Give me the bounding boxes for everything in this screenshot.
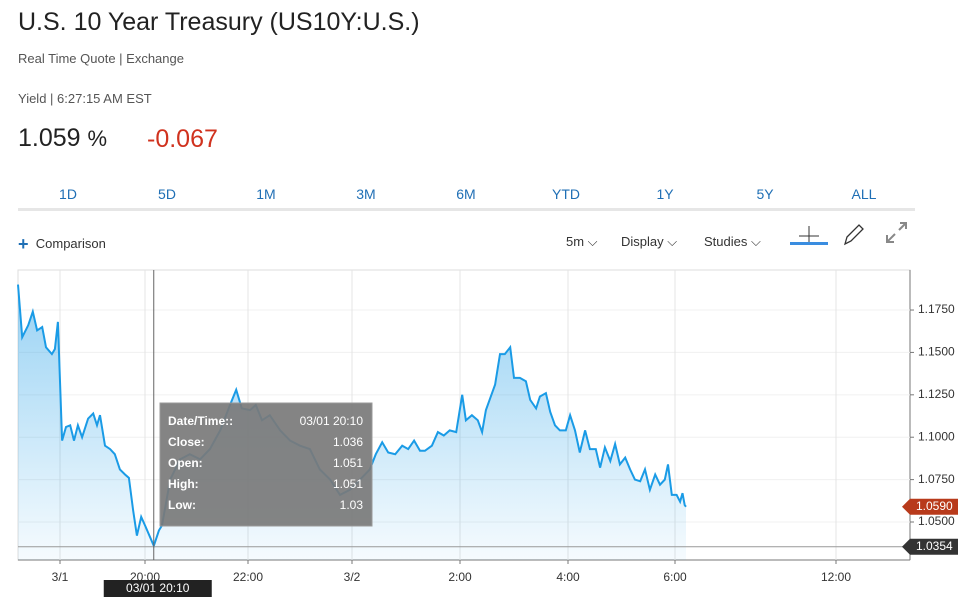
y-tick-label: 1.1000 [918,429,955,443]
range-tab[interactable]: 3M [356,186,376,202]
display-menu[interactable]: Display ⌵ [621,234,678,249]
x-tick-label: 22:00 [233,570,263,584]
y-tick-label: 1.1250 [918,387,955,401]
range-tab[interactable]: YTD [552,186,580,202]
tooltip-key: Close: [168,435,205,449]
y-tick-label: 1.1500 [918,345,955,359]
price-tag [902,498,958,515]
crosshair-tag [103,580,212,597]
crosshair-label: 03/01 20:10 [126,581,190,595]
line [17,284,687,549]
price-label: 1.0590 [916,499,953,513]
crosshair-tool[interactable] [790,226,828,245]
subtitle: Real Time Quote | Exchange [18,51,184,66]
price-tag [902,538,958,555]
comparison-button[interactable]: + Comparison [18,234,106,254]
last-value: 1.059 [18,124,81,152]
tool-icons [790,222,907,246]
studies-label: Studies [704,234,748,249]
x-tick-label: 3/2 [344,570,361,584]
tooltip-key: Open: [168,456,203,470]
tooltip-value: 03/01 20:10 [300,414,364,428]
range-tab[interactable]: 5Y [756,186,774,202]
x-tick-label: 4:00 [556,570,580,584]
tooltip-value: 1.03 [340,498,364,512]
tooltip-key: Date/Time:: [168,414,233,428]
tooltip-key: High: [168,477,199,491]
last-unit: % [87,126,108,151]
studies-menu[interactable]: Studies ⌵ [704,234,761,249]
x-tick-label: 12:00 [821,570,851,584]
tooltip-key: Low: [168,498,196,512]
title: U.S. 10 Year Treasury (US10Y:U.S.) [18,8,420,36]
range-tab[interactable]: 6M [456,186,476,202]
y-tick-label: 1.0750 [918,472,955,486]
display-label: Display [621,234,664,249]
change: -0.067 [147,125,218,153]
price-label: 1.0354 [916,539,953,553]
tooltip-value: 1.036 [333,435,363,449]
y-tick-label: 1.0500 [918,514,955,528]
x-tick-label: 3/1 [52,570,69,584]
draw-tool[interactable] [843,224,864,246]
x-tick-label: 2:00 [448,570,472,584]
range-tab[interactable]: 1Y [656,186,674,202]
range-tab[interactable]: ALL [851,186,877,202]
fullscreen-tool[interactable] [886,222,907,243]
tooltip-value: 1.051 [333,477,363,491]
range-tab[interactable]: 1M [256,186,276,202]
y-tick-label: 1.1750 [918,302,955,316]
range-tab[interactable]: 1D [59,186,77,202]
last-price: 1.059 % [18,124,107,153]
tooltip-value: 1.051 [333,456,363,470]
x-tick-label: 6:00 [663,570,687,584]
tooltip [159,402,373,527]
comparison-label: Comparison [35,236,106,251]
interval-label: 5m [566,234,585,249]
timestamp: Yield | 6:27:15 AM EST [18,91,152,106]
range-tab[interactable]: 5D [158,186,176,202]
divider [18,208,915,211]
interval-menu[interactable]: 5m ⌵ [566,234,598,249]
